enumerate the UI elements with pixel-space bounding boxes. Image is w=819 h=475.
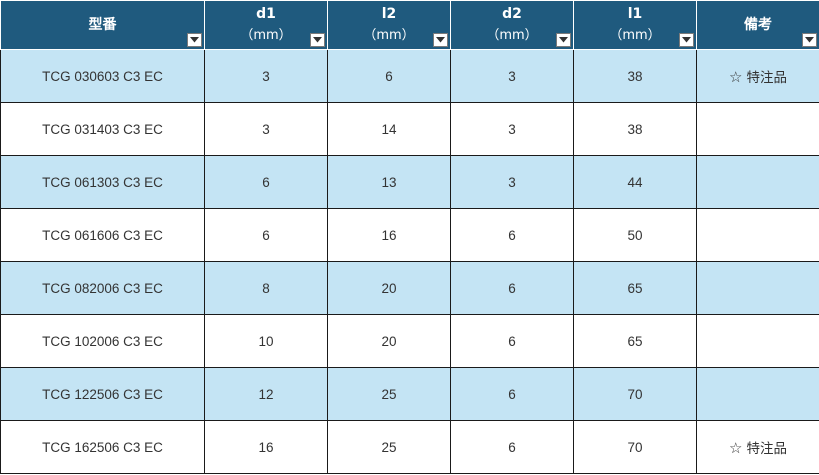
cell-note[interactable]: ☆ 特注品 — [696, 420, 819, 474]
cell-note[interactable]: ☆ 特注品 — [696, 49, 819, 103]
filter-dropdown-icon — [313, 37, 322, 43]
header-label: 型番 — [88, 16, 117, 33]
filter-dropdown-button[interactable] — [679, 33, 694, 47]
cell-l2[interactable]: 14 — [327, 102, 451, 156]
header-unit: （mm） — [486, 28, 538, 43]
table-row: TCG 122506 C3 EC 12 25 6 70 — [0, 367, 819, 421]
column-header-d1: d1 （mm） — [204, 0, 328, 50]
column-header-note: 備考 — [696, 0, 819, 50]
cell-model[interactable]: TCG 030603 C3 EC — [0, 49, 205, 103]
filter-dropdown-icon — [190, 37, 199, 43]
column-header-d2: d2 （mm） — [450, 0, 574, 50]
header-label: d2 — [502, 6, 522, 22]
cell-l2[interactable]: 13 — [327, 155, 451, 209]
table-row: TCG 102006 C3 EC 10 20 6 65 — [0, 314, 819, 368]
cell-d1[interactable]: 10 — [204, 314, 328, 368]
table-row: TCG 031403 C3 EC 3 14 3 38 — [0, 102, 819, 156]
table-header: 型番 d1 （mm） l2 （mm） d2 （mm） l1 （mm） — [0, 0, 819, 50]
filter-dropdown-icon — [436, 37, 445, 43]
cell-model[interactable]: TCG 102006 C3 EC — [0, 314, 205, 368]
filter-dropdown-button[interactable] — [556, 33, 571, 47]
table-row: TCG 082006 C3 EC 8 20 6 65 — [0, 261, 819, 315]
table-row: TCG 162506 C3 EC 16 25 6 70 ☆ 特注品 — [0, 420, 819, 474]
table-body: TCG 030603 C3 EC 3 6 3 38 ☆ 特注品 TCG 031403 C3 E… — [0, 49, 819, 474]
header-unit: （mm） — [609, 28, 661, 43]
star-icon: ☆ — [729, 440, 743, 457]
cell-note[interactable] — [696, 102, 819, 156]
table-row: TCG 061606 C3 EC 6 16 6 50 — [0, 208, 819, 262]
header-label: l2 — [381, 6, 397, 22]
cell-d2[interactable]: 3 — [450, 102, 574, 156]
filter-dropdown-button[interactable] — [187, 33, 202, 47]
cell-note[interactable] — [696, 208, 819, 262]
cell-d2[interactable]: 6 — [450, 367, 574, 421]
cell-l1[interactable]: 44 — [573, 155, 697, 209]
filter-dropdown-button[interactable] — [802, 33, 817, 47]
filter-dropdown-button[interactable] — [433, 33, 448, 47]
cell-model[interactable]: TCG 122506 C3 EC — [0, 367, 205, 421]
cell-l1[interactable]: 50 — [573, 208, 697, 262]
column-header-l1: l1 （mm） — [573, 0, 697, 50]
cell-model[interactable]: TCG 061606 C3 EC — [0, 208, 205, 262]
cell-l2[interactable]: 20 — [327, 314, 451, 368]
cell-l2[interactable]: 16 — [327, 208, 451, 262]
cell-d1[interactable]: 6 — [204, 208, 328, 262]
header-unit: （mm） — [240, 28, 292, 43]
cell-d1[interactable]: 6 — [204, 155, 328, 209]
cell-d1[interactable]: 8 — [204, 261, 328, 315]
cell-model[interactable]: TCG 031403 C3 EC — [0, 102, 205, 156]
cell-l2[interactable]: 25 — [327, 420, 451, 474]
filter-dropdown-icon — [805, 37, 814, 43]
header-row: 型番 d1 （mm） l2 （mm） d2 （mm） l1 （mm） — [0, 0, 819, 50]
cell-d2[interactable]: 6 — [450, 420, 574, 474]
cell-l1[interactable]: 65 — [573, 261, 697, 315]
cell-model[interactable]: TCG 082006 C3 EC — [0, 261, 205, 315]
header-label: 備考 — [744, 16, 772, 33]
cell-l2[interactable]: 20 — [327, 261, 451, 315]
cell-d2[interactable]: 6 — [450, 314, 574, 368]
cell-l1[interactable]: 38 — [573, 102, 697, 156]
filter-dropdown-button[interactable] — [310, 33, 325, 47]
header-unit: （mm） — [363, 28, 415, 43]
filter-dropdown-icon — [682, 37, 691, 43]
cell-l1[interactable]: 70 — [573, 420, 697, 474]
cell-l2[interactable]: 6 — [327, 49, 451, 103]
note-text: 特注品 — [746, 441, 787, 456]
filter-dropdown-icon — [559, 37, 568, 43]
cell-note[interactable] — [696, 314, 819, 368]
column-header-l2: l2 （mm） — [327, 0, 451, 50]
table-row: TCG 061303 C3 EC 6 13 3 44 — [0, 155, 819, 209]
cell-note[interactable] — [696, 261, 819, 315]
cell-l1[interactable]: 65 — [573, 314, 697, 368]
cell-l1[interactable]: 70 — [573, 367, 697, 421]
cell-d1[interactable]: 12 — [204, 367, 328, 421]
cell-d2[interactable]: 3 — [450, 155, 574, 209]
cell-d1[interactable]: 3 — [204, 102, 328, 156]
star-icon: ☆ — [729, 69, 743, 86]
note-text: 特注品 — [746, 70, 787, 85]
cell-d2[interactable]: 6 — [450, 208, 574, 262]
cell-model[interactable]: TCG 061303 C3 EC — [0, 155, 205, 209]
cell-note[interactable] — [696, 367, 819, 421]
table-row: TCG 030603 C3 EC 3 6 3 38 ☆ 特注品 — [0, 49, 819, 103]
cell-l1[interactable]: 38 — [573, 49, 697, 103]
cell-note[interactable] — [696, 155, 819, 209]
cell-l2[interactable]: 25 — [327, 367, 451, 421]
cell-d2[interactable]: 3 — [450, 49, 574, 103]
cell-d1[interactable]: 3 — [204, 49, 328, 103]
column-header-model: 型番 — [0, 0, 205, 50]
cell-model[interactable]: TCG 162506 C3 EC — [0, 420, 205, 474]
cell-d2[interactable]: 6 — [450, 261, 574, 315]
header-label: l1 — [627, 6, 643, 22]
header-label: d1 — [256, 6, 276, 22]
cell-d1[interactable]: 16 — [204, 420, 328, 474]
